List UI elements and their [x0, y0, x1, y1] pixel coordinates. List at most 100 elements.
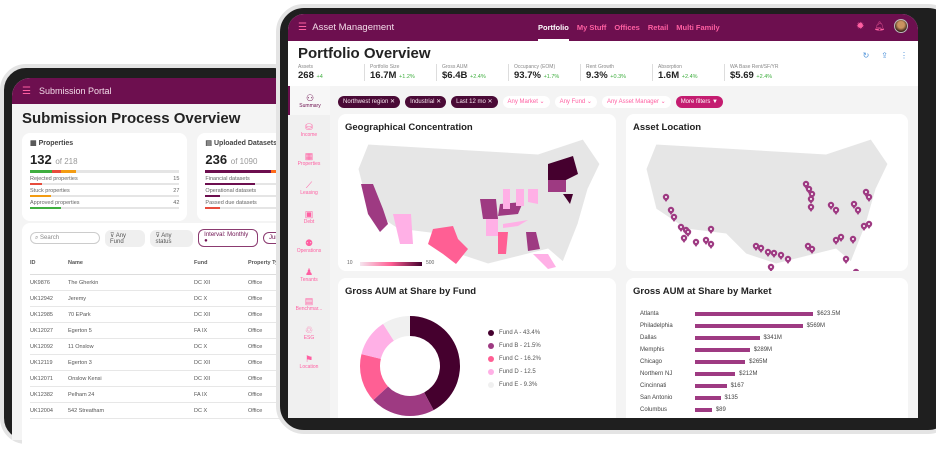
donut-slice[interactable]	[383, 316, 410, 341]
location-pin-icon[interactable]	[852, 268, 860, 271]
filter-dropdown[interactable]: Any Fund ⌄	[554, 96, 597, 108]
location-pin-icon[interactable]	[865, 193, 873, 202]
location-pin-icon[interactable]	[767, 263, 775, 271]
location-pin-icon[interactable]	[707, 240, 715, 249]
bar[interactable]	[695, 348, 750, 352]
location-pin-icon[interactable]	[684, 228, 692, 237]
nav-tab-retail[interactable]: Retail	[647, 23, 669, 32]
location-pin-icon[interactable]	[842, 255, 850, 264]
location-pin-icon[interactable]	[670, 213, 678, 222]
location-pin-icon[interactable]	[677, 223, 685, 232]
nav-tab-offices[interactable]: Offices	[614, 23, 640, 32]
donut-slice[interactable]	[361, 323, 394, 359]
bar[interactable]	[695, 372, 736, 376]
close-icon[interactable]: ✕	[434, 99, 442, 105]
bar[interactable]	[695, 396, 721, 400]
column-header[interactable]: Fund	[194, 259, 208, 266]
column-header[interactable]: Name	[68, 259, 83, 266]
sidebar-item-location[interactable]: ⚑ Location	[288, 347, 330, 376]
donut-slice[interactable]	[373, 386, 434, 416]
location-pin-icon[interactable]	[692, 238, 700, 247]
location-pin-icon[interactable]	[702, 236, 710, 245]
location-pin-icon[interactable]	[807, 203, 815, 212]
location-pin-icon[interactable]	[860, 222, 868, 231]
bar[interactable]	[695, 360, 746, 364]
donut-slice[interactable]	[360, 354, 389, 401]
location-pin-icon[interactable]	[849, 235, 857, 244]
table-row[interactable]: UK12985 70 EPark DC XII Office	[30, 307, 288, 323]
interval-filter[interactable]: Interval: Monthly ●	[198, 229, 258, 247]
location-pin-icon[interactable]	[850, 200, 858, 209]
nav-tab-portfolio[interactable]: Portfolio	[538, 14, 569, 41]
location-pin-icon[interactable]	[777, 251, 785, 260]
location-pin-icon[interactable]	[837, 233, 845, 242]
fund-filter[interactable]: ⊽ Any Fund	[104, 229, 146, 247]
location-pin-icon[interactable]	[808, 245, 816, 254]
location-pin-icon[interactable]	[832, 236, 840, 245]
properties-table: ⌕ Search ⊽ Any Fund ⊽ Any status Interva…	[22, 223, 296, 453]
location-pin-icon[interactable]	[707, 225, 715, 234]
table-row[interactable]: UK12092 11 Onslow DC X Office	[30, 339, 288, 355]
location-pin-icon[interactable]	[662, 193, 670, 202]
gear-icon[interactable]: ✹	[856, 20, 865, 32]
more-icon[interactable]: ⋮	[900, 51, 908, 60]
close-icon[interactable]: ✕	[485, 99, 493, 105]
location-pin-icon[interactable]	[784, 255, 792, 264]
location-pin-icon[interactable]	[827, 201, 835, 210]
bell-icon[interactable]: 🔔︎	[873, 20, 885, 31]
table-row[interactable]: UK12119 Egerton 3 DC XII Office	[30, 355, 288, 371]
location-pin-icon[interactable]	[770, 249, 778, 258]
column-header[interactable]: ID	[30, 259, 36, 266]
refresh-icon[interactable]: ↻	[862, 51, 870, 60]
location-pin-icon[interactable]	[805, 185, 813, 194]
filter-dropdown[interactable]: Any Market ⌄	[502, 96, 550, 108]
table-row[interactable]: UK12071 Onslow Kensi DC XII Office	[30, 371, 288, 387]
sidebar-item-debt[interactable]: ▣ Debt	[288, 202, 330, 231]
menu-icon[interactable]: ☰	[22, 85, 31, 97]
sidebar-item-properties[interactable]: ▦ Properties	[288, 144, 330, 173]
table-row[interactable]: UK12382 Pelham 24 FA IX Office	[30, 387, 288, 403]
filter-dropdown[interactable]: Any Asset Manager ⌄	[601, 96, 671, 108]
location-pin-icon[interactable]	[832, 206, 840, 215]
share-icon[interactable]: ⇪	[881, 51, 888, 60]
table-row[interactable]: UK12004 542 Streatham DC X Office	[30, 403, 288, 419]
location-pin-icon[interactable]	[752, 242, 760, 251]
menu-icon[interactable]: ☰	[298, 22, 307, 33]
location-pin-icon[interactable]	[757, 244, 765, 253]
donut-slice[interactable]	[410, 316, 460, 411]
location-pin-icon[interactable]	[680, 234, 688, 243]
location-pin-icon[interactable]	[807, 195, 815, 204]
location-pin-icon[interactable]	[862, 188, 870, 197]
filter-chip[interactable]: Last 12 mo ✕	[451, 96, 498, 108]
location-pin-icon[interactable]	[865, 220, 873, 229]
search-input[interactable]: ⌕ Search	[30, 232, 100, 244]
avatar[interactable]	[894, 19, 908, 33]
status-filter[interactable]: ⊽ Any status	[150, 229, 194, 247]
location-pin-icon[interactable]	[764, 248, 772, 257]
bar[interactable]	[695, 324, 803, 328]
bar[interactable]	[695, 312, 813, 316]
sidebar-item-leasing[interactable]: ⟋ Leasing	[288, 173, 330, 202]
location-pin-icon[interactable]	[802, 180, 810, 189]
sidebar-item-benchmar[interactable]: ▤ Benchmar...	[288, 289, 330, 318]
filter-chip[interactable]: Industrial ✕	[405, 96, 447, 108]
table-row[interactable]: UK12942 Jeremy DC X Office	[30, 291, 288, 307]
more-filters-button[interactable]: More filters ▼	[675, 96, 723, 108]
close-icon[interactable]: ✕	[388, 99, 396, 105]
table-row[interactable]: UK12027 Egerton 5 FA IX Office	[30, 323, 288, 339]
sidebar-item-summary[interactable]: ⚇ Summary	[288, 86, 330, 115]
nav-tab-multi-family[interactable]: Multi Family	[676, 23, 720, 32]
sidebar-item-esg[interactable]: ♲ ESG	[288, 318, 330, 347]
bar[interactable]	[695, 408, 712, 412]
nav-tab-my-stuff[interactable]: My Stuff	[576, 23, 607, 32]
sidebar-item-income[interactable]: ⛁ Income	[288, 115, 330, 144]
location-pin-icon[interactable]	[667, 206, 675, 215]
column-header[interactable]: Property Ty	[248, 259, 279, 266]
filter-chip[interactable]: Northwest region ✕	[338, 96, 401, 108]
table-row[interactable]: UK9876 The Gherkin DC XII Office	[30, 275, 288, 291]
bar[interactable]	[695, 336, 760, 340]
sidebar-item-operations[interactable]: ⚉ Operations	[288, 231, 330, 260]
sidebar-item-tenants[interactable]: ♟ Tenants	[288, 260, 330, 289]
bar[interactable]	[695, 384, 727, 388]
location-pin-icon[interactable]	[854, 206, 862, 215]
